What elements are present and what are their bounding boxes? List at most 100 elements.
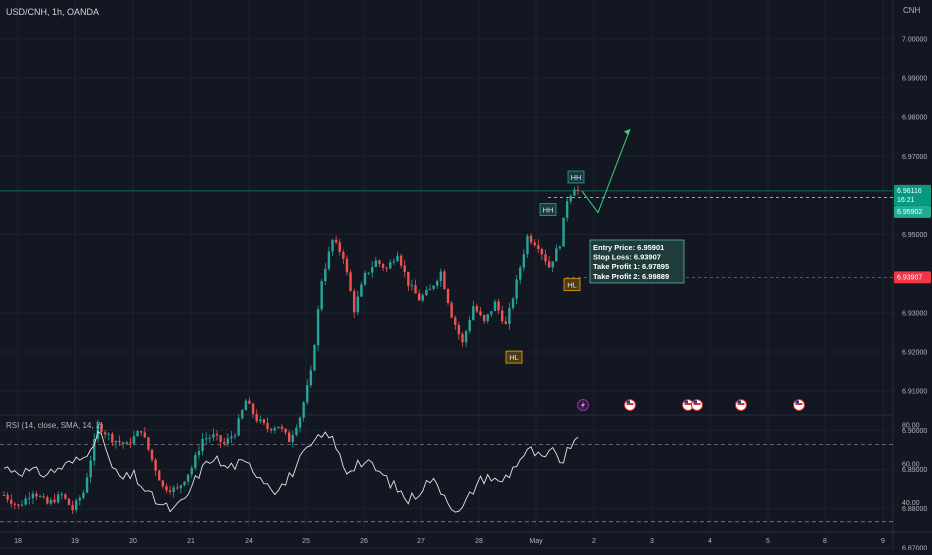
- candle-body: [443, 271, 446, 289]
- candle-body: [241, 410, 244, 419]
- candle-body: [10, 499, 13, 504]
- candle-body: [454, 317, 457, 325]
- candle-body: [428, 288, 432, 290]
- candle-body: [432, 285, 435, 289]
- price-tick-label: 6.89000: [902, 467, 927, 474]
- candle-body: [215, 434, 219, 436]
- candle-body: [13, 503, 17, 505]
- structure-label-box: [505, 350, 523, 364]
- time-tick-label: 25: [302, 538, 310, 545]
- candle-body: [410, 285, 414, 287]
- structure-label-box: [539, 203, 557, 216]
- price-tick-label: 6.98000: [902, 115, 927, 122]
- candle-body: [327, 251, 331, 269]
- rsi-tick-label: 60.00: [902, 461, 920, 468]
- price-tick-label: 6.92000: [902, 350, 927, 357]
- candle-body: [392, 261, 396, 263]
- candle-body: [363, 272, 367, 285]
- candle-body: [313, 345, 316, 371]
- candle-body: [35, 493, 38, 497]
- time-tick-label: 2: [592, 538, 596, 545]
- projection-arrowhead: [624, 129, 630, 136]
- candle-body: [298, 417, 302, 428]
- candle-body: [248, 400, 251, 404]
- candle-body: [324, 268, 327, 282]
- time-tick-label: 21: [187, 538, 195, 545]
- candle-body: [425, 289, 428, 296]
- candle-body: [519, 267, 522, 280]
- candle-body: [183, 481, 186, 486]
- time-tick-label: 18: [14, 538, 22, 545]
- current-price-tag-text: 6.96116: [897, 188, 922, 195]
- current-price-tag: [894, 184, 931, 206]
- candle-body: [414, 285, 417, 294]
- time-tick-label: 4: [708, 538, 712, 545]
- current-price-tag-text: 16:21: [897, 197, 915, 204]
- candle-body: [544, 254, 547, 262]
- rsi-title: RSI (14, close, SMA, 14, 2): [6, 421, 103, 430]
- candle-body: [280, 426, 284, 429]
- events: [577, 399, 805, 411]
- structure-label-text: HL: [567, 281, 577, 290]
- candle-body: [493, 301, 497, 312]
- candle-body: [349, 272, 352, 292]
- trade-box-line: Take Profit 1: 6.97895: [593, 262, 669, 271]
- candle-body: [403, 265, 406, 272]
- rsi-tick-label: 40.00: [902, 500, 920, 507]
- candle-body: [562, 217, 565, 247]
- candle-body: [262, 419, 266, 424]
- candle-body: [136, 431, 139, 437]
- candle-body: [558, 246, 562, 249]
- candle-body: [89, 460, 92, 478]
- candle-body: [129, 442, 132, 444]
- flag-stripe: [737, 403, 745, 405]
- candle-body: [197, 451, 201, 456]
- structure-label-text: HH: [571, 173, 582, 182]
- candle-body: [38, 496, 42, 498]
- entry-price-tag-text: 6.95902: [897, 209, 922, 216]
- time-tick-label: 24: [245, 538, 253, 545]
- candle-body: [28, 498, 31, 500]
- candle-body: [309, 370, 313, 386]
- candle-body: [464, 331, 468, 343]
- time-tick-label: 20: [129, 538, 137, 545]
- candle-body: [201, 438, 204, 452]
- candle-body: [291, 434, 294, 443]
- candle-body: [529, 235, 533, 243]
- candle-body: [168, 490, 172, 492]
- candle-body: [295, 427, 298, 435]
- candle-body: [42, 496, 45, 498]
- candle-body: [555, 248, 558, 262]
- candle-body: [479, 311, 482, 316]
- candle-body: [371, 267, 374, 273]
- candle-body: [118, 440, 121, 443]
- candle-body: [342, 252, 345, 259]
- candle-body: [56, 494, 60, 503]
- candle-body: [374, 260, 378, 268]
- lightning-glyph: [581, 401, 585, 409]
- price-tick-label: 6.87000: [902, 545, 927, 550]
- price-tick-label: 7.00000: [902, 36, 927, 43]
- candle-body: [132, 436, 136, 444]
- candle-body: [103, 432, 107, 435]
- candle-body: [417, 293, 421, 301]
- candle-body: [273, 428, 276, 431]
- time-tick-label: 28: [475, 538, 483, 545]
- candle-body: [150, 449, 154, 460]
- candle-body: [251, 403, 255, 414]
- stop-loss-tag: [894, 271, 931, 284]
- candle-body: [71, 504, 74, 511]
- candle-body: [540, 249, 544, 255]
- time-tick-label: 3: [650, 538, 654, 545]
- structure-label-box: [567, 170, 585, 184]
- candle-body: [547, 261, 551, 268]
- rsi-tick-label: 80.00: [902, 423, 920, 430]
- time-tick-label: 27: [417, 538, 425, 545]
- candle-body: [457, 324, 461, 335]
- candle-body: [515, 279, 518, 299]
- candle-body: [237, 418, 240, 436]
- symbol-title: USD/CNH, 1h, OANDA: [6, 7, 100, 17]
- candle-body: [53, 499, 56, 503]
